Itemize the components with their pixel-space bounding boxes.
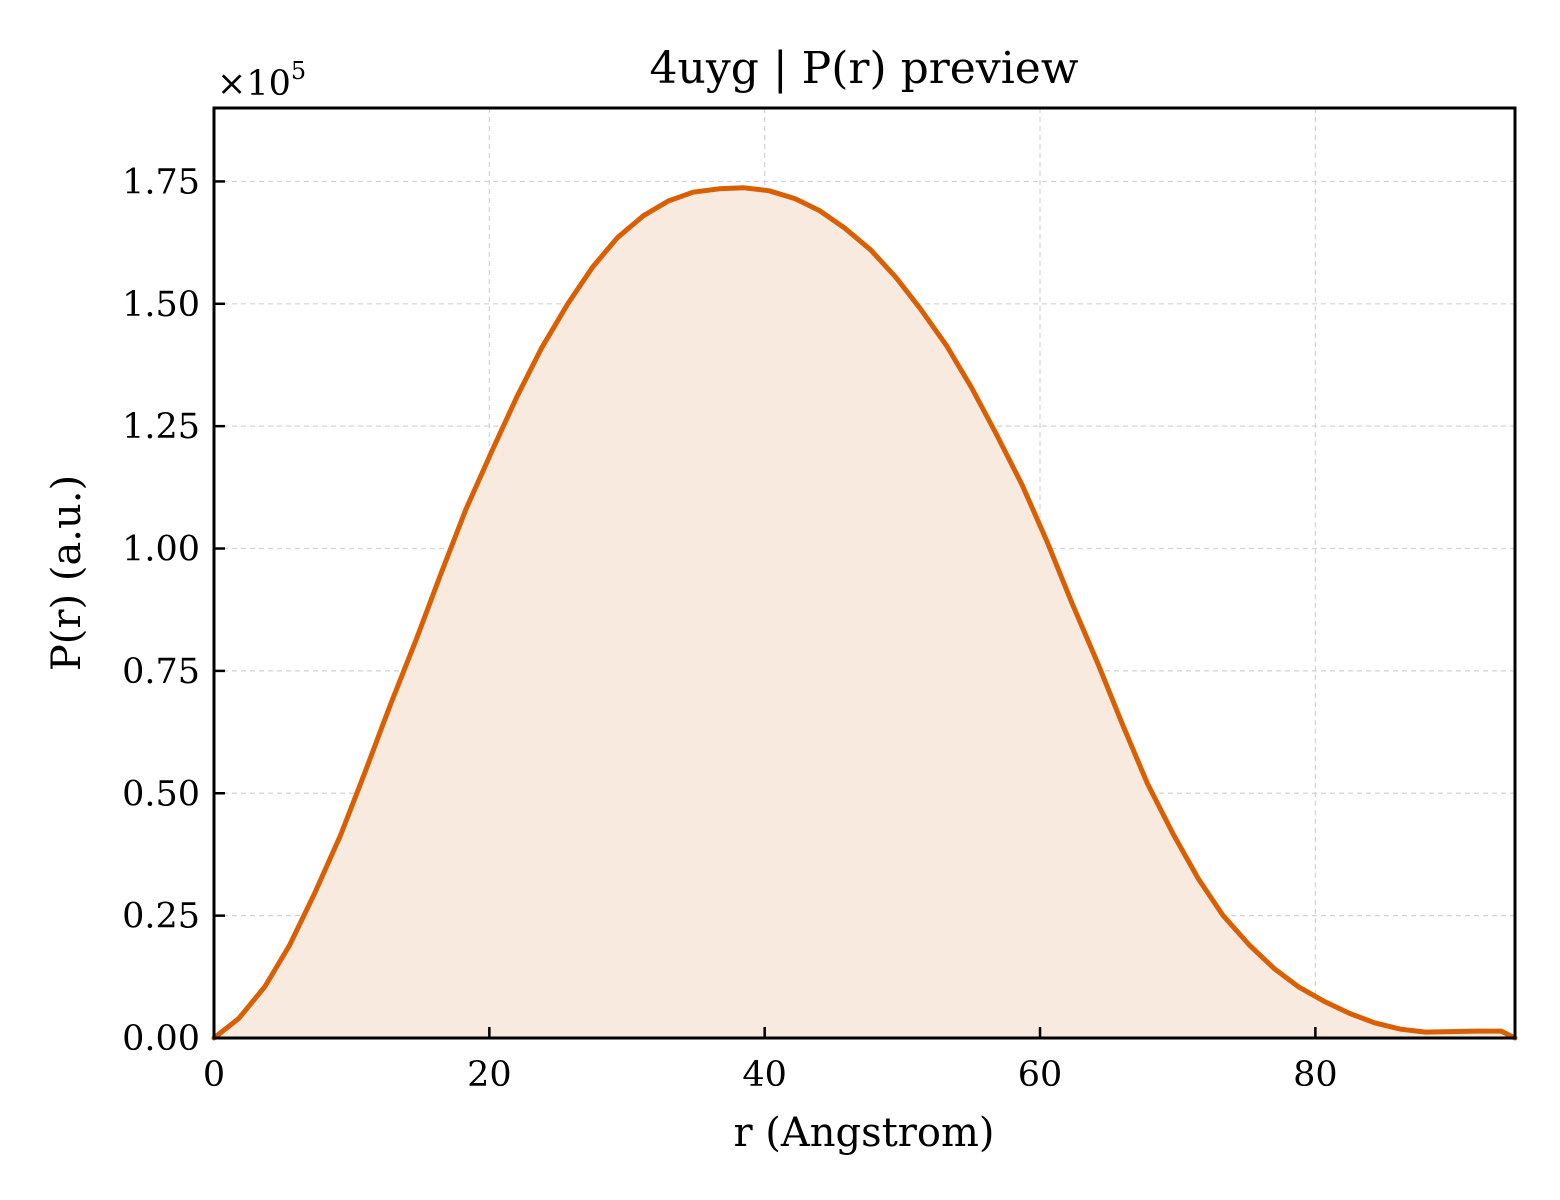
x-axis-label: r (Angstrom) bbox=[733, 1110, 994, 1156]
y-tick-label: 0.25 bbox=[122, 897, 200, 937]
x-tick-label: 80 bbox=[1293, 1055, 1338, 1095]
x-tick-label: 40 bbox=[742, 1055, 787, 1095]
y-tick-label: 1.75 bbox=[122, 162, 200, 202]
x-tick-label: 20 bbox=[467, 1055, 512, 1095]
series-line bbox=[211, 185, 1518, 1041]
area-fill bbox=[214, 187, 1515, 1039]
y-tick-label: 0.50 bbox=[122, 774, 200, 814]
x-axis-ticks: 0 20 40 60 80 bbox=[203, 1027, 1338, 1095]
y-tick-label: 1.50 bbox=[122, 285, 200, 325]
y-axis-ticks: 0.00 0.25 0.50 0.75 1.00 1.25 1.50 1.75 bbox=[122, 162, 225, 1059]
y-multiplier-exponent: 5 bbox=[291, 57, 306, 85]
y-tick-label: 1.00 bbox=[122, 530, 200, 570]
y-axis-label: P(r) (a.u.) bbox=[44, 475, 90, 671]
y-multiplier-prefix: ×10 bbox=[217, 64, 291, 104]
chart-title: 4uyg | P(r) preview bbox=[650, 43, 1079, 94]
plot-frame bbox=[212, 106, 1517, 1040]
y-tick-label: 0.00 bbox=[122, 1019, 200, 1059]
y-tick-label: 1.25 bbox=[122, 407, 200, 447]
y-multiplier: ×105 bbox=[217, 57, 306, 104]
y-tick-label: 0.75 bbox=[122, 652, 200, 692]
x-tick-label: 60 bbox=[1018, 1055, 1063, 1095]
x-tick-label: 0 bbox=[203, 1055, 225, 1095]
